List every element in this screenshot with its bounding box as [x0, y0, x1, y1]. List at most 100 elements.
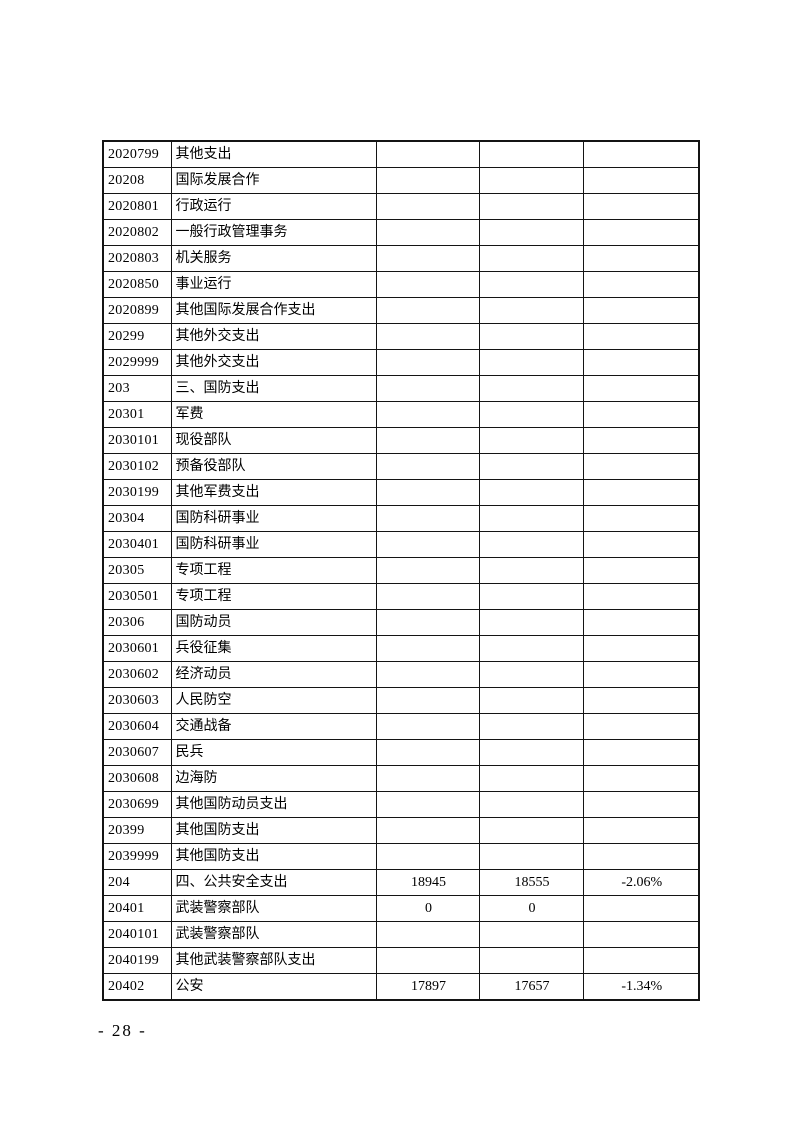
cell-name: 交通战备 — [170, 713, 377, 740]
cell-actual-value — [478, 531, 584, 558]
cell-code: 2020899 — [102, 297, 172, 324]
cell-actual-value — [478, 765, 584, 792]
cell-budget-value — [375, 609, 480, 636]
cell-budget-value — [375, 167, 480, 194]
cell-code: 2030604 — [102, 713, 172, 740]
cell-budget-value: 18945 — [375, 869, 480, 896]
table-row: 20305 专项工程 — [102, 557, 700, 584]
cell-actual-value — [478, 219, 584, 246]
cell-actual-value — [478, 479, 584, 506]
cell-budget-value — [375, 427, 480, 454]
cell-actual-value — [478, 505, 584, 532]
cell-code: 20299 — [102, 323, 172, 350]
table-row: 20299 其他外交支出 — [102, 323, 700, 350]
cell-change-percent — [582, 635, 700, 662]
cell-change-percent — [582, 349, 700, 376]
cell-actual-value — [478, 375, 584, 402]
cell-change-percent — [582, 401, 700, 428]
cell-actual-value — [478, 843, 584, 870]
table-row: 2039999 其他国防支出 — [102, 843, 700, 870]
cell-budget-value — [375, 713, 480, 740]
cell-code: 2029999 — [102, 349, 172, 376]
cell-name: 现役部队 — [170, 427, 377, 454]
cell-budget-value — [375, 140, 480, 168]
budget-table-body: 2020799 其他支出 20208 国际发展合作 2020801 行政运行 2020802… — [102, 140, 700, 1001]
cell-change-percent — [582, 609, 700, 636]
cell-change-percent — [582, 453, 700, 480]
cell-budget-value — [375, 401, 480, 428]
cell-name: 兵役征集 — [170, 635, 377, 662]
budget-table: 2020799 其他支出 20208 国际发展合作 2020801 行政运行 2020802… — [102, 140, 700, 1001]
cell-name: 边海防 — [170, 765, 377, 792]
cell-budget-value — [375, 531, 480, 558]
cell-actual-value — [478, 687, 584, 714]
cell-budget-value — [375, 583, 480, 610]
cell-budget-value — [375, 349, 480, 376]
cell-budget-value — [375, 505, 480, 532]
cell-change-percent: -2.06% — [582, 869, 700, 896]
cell-change-percent — [582, 817, 700, 844]
cell-name: 其他武装警察部队支出 — [170, 947, 377, 974]
cell-change-percent — [582, 921, 700, 948]
cell-actual-value — [478, 817, 584, 844]
cell-name: 一般行政管理事务 — [170, 219, 377, 246]
table-row: 2030604 交通战备 — [102, 713, 700, 740]
table-row: 2030699 其他国防动员支出 — [102, 791, 700, 818]
cell-budget-value — [375, 635, 480, 662]
table-row: 2020799 其他支出 — [102, 140, 700, 168]
cell-code: 20306 — [102, 609, 172, 636]
cell-code: 2020801 — [102, 193, 172, 220]
cell-code: 20208 — [102, 167, 172, 194]
cell-budget-value — [375, 843, 480, 870]
cell-budget-value — [375, 453, 480, 480]
cell-name: 其他军费支出 — [170, 479, 377, 506]
table-row: 20306 国防动员 — [102, 609, 700, 636]
cell-change-percent — [582, 193, 700, 220]
cell-change-percent: -1.34% — [582, 973, 700, 1001]
cell-actual-value — [478, 323, 584, 350]
cell-actual-value — [478, 427, 584, 454]
cell-change-percent — [582, 661, 700, 688]
cell-actual-value — [478, 791, 584, 818]
table-row: 2030199 其他军费支出 — [102, 479, 700, 506]
cell-name: 国际发展合作 — [170, 167, 377, 194]
cell-change-percent — [582, 323, 700, 350]
cell-name: 国防科研事业 — [170, 531, 377, 558]
cell-change-percent — [582, 167, 700, 194]
cell-budget-value — [375, 765, 480, 792]
table-row: 2030101 现役部队 — [102, 427, 700, 454]
table-row: 2030501 专项工程 — [102, 583, 700, 610]
cell-name: 专项工程 — [170, 583, 377, 610]
cell-code: 2030102 — [102, 453, 172, 480]
cell-name: 武装警察部队 — [170, 921, 377, 948]
table-row: 2030601 兵役征集 — [102, 635, 700, 662]
table-row: 203 三、国防支出 — [102, 375, 700, 402]
cell-change-percent — [582, 557, 700, 584]
cell-budget-value: 17897 — [375, 973, 480, 1001]
cell-actual-value — [478, 635, 584, 662]
table-row: 2030608 边海防 — [102, 765, 700, 792]
cell-code: 204 — [102, 869, 172, 896]
cell-actual-value — [478, 297, 584, 324]
table-row: 2020803 机关服务 — [102, 245, 700, 272]
cell-budget-value — [375, 323, 480, 350]
cell-code: 2040199 — [102, 947, 172, 974]
cell-code: 2030608 — [102, 765, 172, 792]
table-row: 2030603 人民防空 — [102, 687, 700, 714]
cell-code: 20305 — [102, 557, 172, 584]
cell-actual-value: 0 — [478, 895, 584, 922]
cell-code: 2030602 — [102, 661, 172, 688]
cell-name: 民兵 — [170, 739, 377, 766]
cell-actual-value — [478, 947, 584, 974]
table-row: 2020801 行政运行 — [102, 193, 700, 220]
cell-name: 其他外交支出 — [170, 323, 377, 350]
cell-code: 20402 — [102, 973, 172, 1001]
table-row: 20301 军费 — [102, 401, 700, 428]
cell-actual-value — [478, 401, 584, 428]
cell-name: 其他国防动员支出 — [170, 791, 377, 818]
cell-code: 2030401 — [102, 531, 172, 558]
cell-code: 20399 — [102, 817, 172, 844]
cell-name: 机关服务 — [170, 245, 377, 272]
cell-code: 2030603 — [102, 687, 172, 714]
cell-actual-value — [478, 167, 584, 194]
